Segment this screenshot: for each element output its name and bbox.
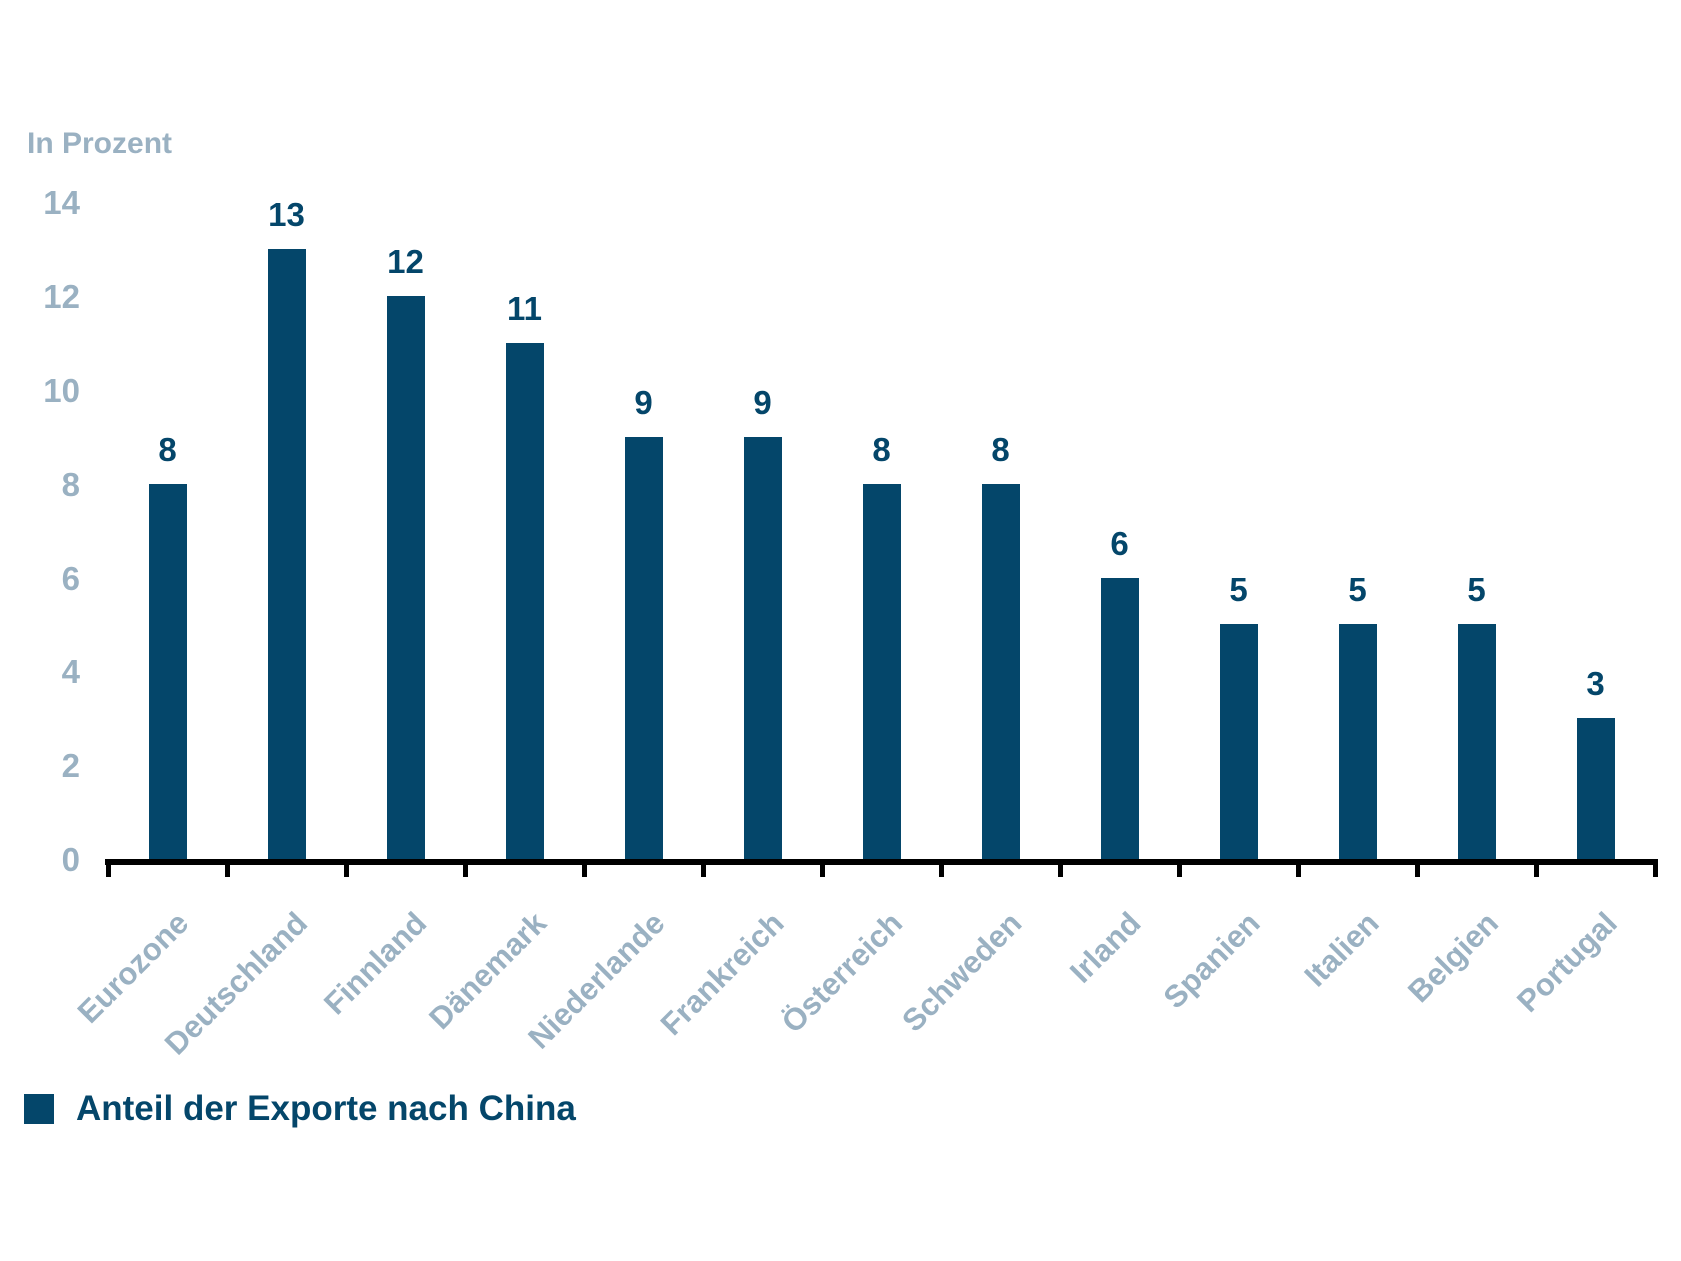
x-tick-3 (462, 859, 468, 877)
y-tick-label-12: 12 (43, 278, 80, 316)
bar-portugal (1576, 718, 1615, 859)
x-tick-11 (1414, 859, 1420, 877)
value-label-portugal: 3 (1586, 665, 1605, 702)
value-label-daenemark: 11 (507, 290, 542, 327)
value-label-spanien: 5 (1229, 571, 1248, 608)
category-label-frankreich: Frankreich (653, 905, 791, 1043)
category-label-schweden: Schweden (895, 905, 1029, 1039)
y-tick-label-14: 14 (43, 184, 80, 222)
y-tick-label-8: 8 (61, 465, 80, 503)
x-tick-9 (1176, 859, 1182, 877)
category-label-spanien: Spanien (1156, 905, 1267, 1016)
value-label-frankreich: 9 (753, 384, 772, 421)
y-tick-label-0: 0 (61, 841, 80, 878)
category-label-eurozone: Eurozone (70, 905, 196, 1030)
category-label-oesterreich: Österreich (775, 905, 910, 1040)
bar-belgien (1457, 624, 1496, 859)
bar-eurozone (148, 484, 187, 859)
x-axis-line (105, 859, 1658, 865)
category-label-daenemark: Dänemark (421, 905, 553, 1037)
value-label-eurozone: 8 (158, 431, 177, 468)
x-tick-13 (1652, 859, 1658, 877)
y-tick-label-10: 10 (43, 372, 80, 409)
y-tick-label-4: 4 (61, 653, 80, 691)
value-label-schweden: 8 (991, 431, 1010, 468)
x-tick-6 (819, 859, 825, 877)
bar-spanien (1219, 624, 1258, 859)
category-label-belgien: Belgien (1400, 905, 1505, 1010)
value-label-belgien: 5 (1467, 571, 1486, 608)
y-axis-title: In Prozent (27, 127, 173, 160)
legend: Anteil der Exporte nach China (24, 1090, 576, 1128)
x-tick-5 (700, 859, 706, 877)
value-label-irland: 6 (1110, 525, 1129, 562)
x-tick-10 (1295, 859, 1301, 877)
value-label-finnland: 12 (387, 243, 424, 280)
category-label-portugal: Portugal (1509, 905, 1624, 1019)
bar-finnland (386, 296, 425, 859)
category-label-irland: Irland (1063, 905, 1148, 990)
x-tick-4 (581, 859, 587, 877)
bar-deutschland (267, 249, 306, 859)
bar-oesterreich (862, 484, 901, 859)
bar-frankreich (743, 437, 782, 859)
x-tick-7 (938, 859, 944, 877)
value-label-niederlande: 9 (634, 384, 653, 421)
bar-schweden (981, 484, 1020, 859)
x-tick-8 (1057, 859, 1063, 877)
x-tick-0 (105, 859, 111, 877)
legend-label: Anteil der Exporte nach China (76, 1089, 576, 1128)
y-tick-label-2: 2 (61, 747, 80, 785)
x-tick-12 (1533, 859, 1539, 877)
y-tick-label-6: 6 (61, 559, 80, 597)
bar-daenemark (505, 343, 544, 859)
bar-irland (1100, 578, 1139, 859)
bar-niederlande (624, 437, 663, 859)
x-tick-1 (224, 859, 230, 877)
x-tick-2 (343, 859, 349, 877)
value-label-deutschland: 13 (268, 196, 305, 233)
value-label-italien: 5 (1348, 571, 1367, 608)
bar-italien (1338, 624, 1377, 859)
legend-swatch (24, 1094, 54, 1124)
category-label-italien: Italien (1297, 905, 1386, 994)
value-label-oesterreich: 8 (872, 431, 891, 468)
category-label-finnland: Finnland (317, 905, 434, 1022)
